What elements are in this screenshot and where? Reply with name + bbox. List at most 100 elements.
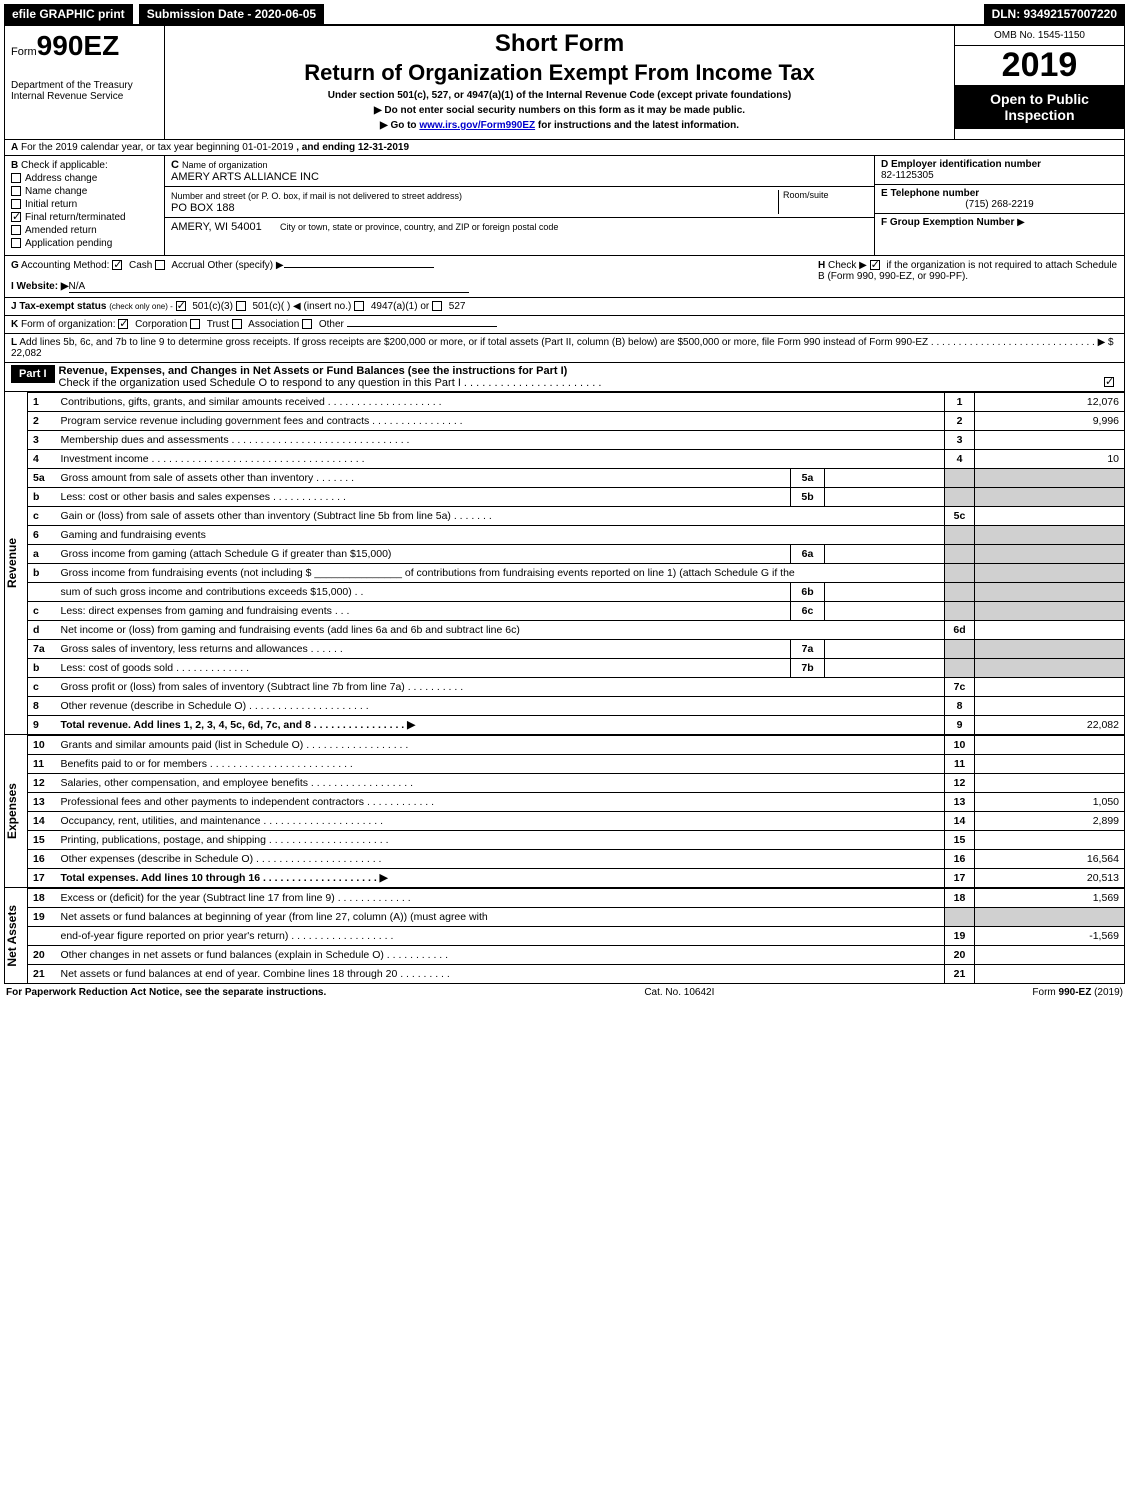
line-7c: cGross profit or (loss) from sales of in…	[28, 678, 1125, 697]
k-trust: Trust	[207, 319, 229, 330]
chk-application-pending[interactable]	[11, 238, 21, 248]
chk-final-return[interactable]	[11, 212, 21, 222]
line-8: 8Other revenue (describe in Schedule O) …	[28, 697, 1125, 716]
section-bcdef: B Check if applicable: Address change Na…	[4, 156, 1125, 256]
revenue-section: Revenue 1Contributions, gifts, grants, a…	[4, 392, 1125, 735]
form-header: Form990EZ Department of the Treasury Int…	[4, 24, 1125, 140]
part1-header-row: Part I Revenue, Expenses, and Changes in…	[4, 363, 1125, 392]
dln-badge: DLN: 93492157007220	[984, 4, 1125, 24]
label-d: D Employer identification number	[881, 159, 1041, 170]
line-18: 18Excess or (deficit) for the year (Subt…	[28, 889, 1125, 908]
initial-label: Initial return	[25, 199, 77, 210]
under-section: Under section 501(c), 527, or 4947(a)(1)…	[171, 90, 948, 101]
final-label: Final return/terminated	[25, 212, 126, 223]
section-a: A For the 2019 calendar year, or tax yea…	[4, 140, 1125, 156]
line-21: 21Net assets or fund balances at end of …	[28, 965, 1125, 984]
other-specify-line[interactable]	[284, 267, 434, 268]
chk-address-change[interactable]	[11, 173, 21, 183]
pending-label: Application pending	[25, 238, 112, 249]
label-b: B	[11, 160, 18, 171]
footer-center: Cat. No. 10642I	[644, 987, 714, 998]
j-opt2: 501(c)( ) ◀ (insert no.)	[252, 301, 351, 312]
expenses-section: Expenses 10Grants and similar amounts pa…	[4, 735, 1125, 888]
section-j: J Tax-exempt status (check only one) - 5…	[4, 298, 1125, 316]
chk-cash[interactable]	[112, 260, 122, 270]
chk-4947[interactable]	[354, 301, 364, 311]
line-6d: dNet income or (loss) from gaming and fu…	[28, 621, 1125, 640]
tax-year: 2019	[955, 46, 1124, 85]
chk-527[interactable]	[432, 301, 442, 311]
line-6c: cLess: direct expenses from gaming and f…	[28, 602, 1125, 621]
label-l: L	[11, 337, 17, 348]
dept-treasury: Department of the Treasury	[11, 80, 158, 91]
chk-accrual[interactable]	[155, 260, 165, 270]
k-corp: Corporation	[135, 319, 187, 330]
side-netassets: Net Assets	[5, 905, 27, 967]
revenue-table: 1Contributions, gifts, grants, and simil…	[27, 392, 1125, 735]
chk-schedule-b[interactable]	[870, 260, 880, 270]
line-13: 13Professional fees and other payments t…	[28, 793, 1125, 812]
line-7a: 7aGross sales of inventory, less returns…	[28, 640, 1125, 659]
j-sub: (check only one) -	[109, 302, 173, 311]
expenses-table: 10Grants and similar amounts paid (list …	[27, 735, 1125, 888]
chk-name-change[interactable]	[11, 186, 21, 196]
g-text: Accounting Method:	[21, 260, 109, 271]
accrual-label: Accrual	[171, 260, 204, 271]
name-org-label: Name of organization	[182, 160, 268, 170]
j-opt3: 4947(a)(1) or	[371, 301, 429, 312]
chk-association[interactable]	[232, 319, 242, 329]
netassets-section: Net Assets 18Excess or (deficit) for the…	[4, 888, 1125, 984]
chk-corporation[interactable]	[118, 319, 128, 329]
line-11: 11Benefits paid to or for members . . . …	[28, 755, 1125, 774]
chk-amended-return[interactable]	[11, 225, 21, 235]
page-footer: For Paperwork Reduction Act Notice, see …	[4, 984, 1125, 1001]
top-bar: efile GRAPHIC print Submission Date - 20…	[4, 4, 1125, 24]
k-text: Form of organization:	[21, 319, 116, 330]
line-5b: bLess: cost or other basis and sales exp…	[28, 488, 1125, 507]
check-if-label: Check if applicable:	[21, 160, 108, 171]
chk-501c3[interactable]	[176, 301, 186, 311]
side-revenue: Revenue	[5, 538, 27, 588]
line-16: 16Other expenses (describe in Schedule O…	[28, 850, 1125, 869]
k-assoc: Association	[248, 319, 299, 330]
line-4: 4Investment income . . . . . . . . . . .…	[28, 450, 1125, 469]
org-name: AMERY ARTS ALLIANCE INC	[171, 171, 319, 183]
h-check: Check ▶	[828, 260, 867, 271]
line-6b: bGross income from fundraising events (n…	[28, 564, 1125, 583]
line-20: 20Other changes in net assets or fund ba…	[28, 946, 1125, 965]
line-3: 3Membership dues and assessments . . . .…	[28, 431, 1125, 450]
form-number: 990EZ	[37, 30, 120, 61]
line-17: 17Total expenses. Add lines 10 through 1…	[28, 869, 1125, 888]
line-14: 14Occupancy, rent, utilities, and mainte…	[28, 812, 1125, 831]
line-2: 2Program service revenue including gover…	[28, 412, 1125, 431]
label-f: F Group Exemption Number	[881, 217, 1014, 228]
line-6b2: sum of such gross income and contributio…	[28, 583, 1125, 602]
chk-501c[interactable]	[236, 301, 246, 311]
chk-other-org[interactable]	[302, 319, 312, 329]
j-opt1: 501(c)(3)	[192, 301, 233, 312]
line-6: 6Gaming and fundraising events	[28, 526, 1125, 545]
irs-label: Internal Revenue Service	[11, 91, 158, 102]
goto-link[interactable]: www.irs.gov/Form990EZ	[419, 120, 535, 131]
line-12: 12Salaries, other compensation, and empl…	[28, 774, 1125, 793]
chk-schedule-o[interactable]	[1104, 377, 1114, 387]
chk-initial-return[interactable]	[11, 199, 21, 209]
f-arrow: ▶	[1017, 217, 1025, 228]
amended-label: Amended return	[25, 225, 97, 236]
section-def: D Employer identification number 82-1125…	[874, 156, 1124, 255]
footer-right: Form 990-EZ (2019)	[1032, 987, 1123, 998]
goto-pre: ▶ Go to	[380, 120, 419, 131]
city-label: City or town, state or province, country…	[280, 222, 558, 232]
open-public-badge: Open to Public Inspection	[955, 85, 1124, 129]
line-9: 9Total revenue. Add lines 1, 2, 3, 4, 5c…	[28, 716, 1125, 735]
street-label: Number and street (or P. O. box, if mail…	[171, 191, 462, 201]
part1-label: Part I	[11, 365, 55, 383]
room-suite-label: Room/suite	[778, 190, 868, 214]
footer-left: For Paperwork Reduction Act Notice, see …	[6, 987, 326, 998]
label-e: E Telephone number	[881, 188, 979, 199]
cash-label: Cash	[129, 260, 152, 271]
chk-trust[interactable]	[190, 319, 200, 329]
form-prefix: Form	[11, 46, 37, 58]
part1-title: Revenue, Expenses, and Changes in Net As…	[59, 365, 568, 377]
k-other-line[interactable]	[347, 326, 497, 327]
